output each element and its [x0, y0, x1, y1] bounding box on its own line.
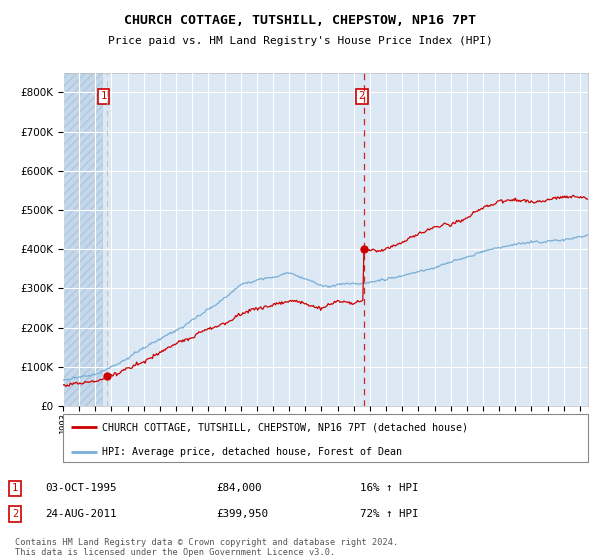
Text: Price paid vs. HM Land Registry's House Price Index (HPI): Price paid vs. HM Land Registry's House …: [107, 36, 493, 46]
Bar: [63, 73, 102, 406]
Text: Contains HM Land Registry data © Crown copyright and database right 2024.
This d: Contains HM Land Registry data © Crown c…: [15, 538, 398, 557]
Text: 03-OCT-1995: 03-OCT-1995: [45, 483, 116, 493]
FancyBboxPatch shape: [63, 414, 588, 462]
Text: CHURCH COTTAGE, TUTSHILL, CHEPSTOW, NP16 7PT (detached house): CHURCH COTTAGE, TUTSHILL, CHEPSTOW, NP16…: [103, 422, 469, 432]
Text: £399,950: £399,950: [216, 509, 268, 519]
Text: 24-AUG-2011: 24-AUG-2011: [45, 509, 116, 519]
Text: 1: 1: [100, 91, 107, 101]
Text: 72% ↑ HPI: 72% ↑ HPI: [360, 509, 419, 519]
Text: HPI: Average price, detached house, Forest of Dean: HPI: Average price, detached house, Fore…: [103, 446, 403, 456]
Text: 2: 2: [359, 91, 365, 101]
Text: CHURCH COTTAGE, TUTSHILL, CHEPSTOW, NP16 7PT: CHURCH COTTAGE, TUTSHILL, CHEPSTOW, NP16…: [124, 14, 476, 27]
Text: £84,000: £84,000: [216, 483, 262, 493]
Bar: [63, 73, 102, 406]
Text: 16% ↑ HPI: 16% ↑ HPI: [360, 483, 419, 493]
Text: 2: 2: [12, 509, 18, 519]
Text: 1: 1: [12, 483, 18, 493]
